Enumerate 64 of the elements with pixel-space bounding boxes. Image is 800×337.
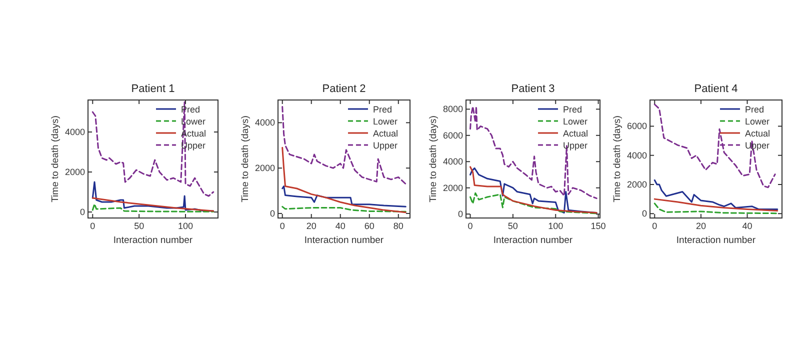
- x-tick-label: 20: [696, 221, 706, 231]
- line-series: [92, 101, 214, 197]
- x-tick-label: 150: [590, 221, 606, 231]
- line-series: [470, 106, 598, 200]
- legend-label: Actual: [745, 128, 770, 138]
- legend-label: Lower: [563, 116, 588, 126]
- x-axis-title: Interaction number: [493, 235, 573, 246]
- legend-label: Pred: [373, 104, 392, 114]
- y-tick-label: 0: [80, 207, 85, 217]
- line-series: [92, 203, 214, 212]
- line-series: [654, 104, 776, 188]
- x-tick-label: 0: [652, 221, 658, 231]
- y-tick-label: 4000: [64, 127, 85, 137]
- line-series: [282, 106, 406, 185]
- x-tick-label: 100: [178, 221, 194, 231]
- legend-label: Lower: [373, 116, 398, 126]
- legend-label: Actual: [563, 128, 588, 138]
- line-series: [654, 179, 778, 210]
- y-tick-label: 4000: [442, 156, 463, 167]
- x-tick-label: 40: [335, 221, 346, 231]
- y-tick-label: 0: [270, 208, 275, 218]
- y-tick-label: 6000: [626, 121, 647, 132]
- x-tick-label: 20: [306, 221, 316, 231]
- x-axis-title: Interaction number: [113, 235, 193, 246]
- legend-label: Upper: [373, 140, 398, 150]
- legend-label: Lower: [745, 116, 770, 126]
- legend-label: Pred: [745, 104, 764, 114]
- x-tick-label: 0: [90, 221, 96, 231]
- y-tick-label: 4000: [254, 118, 275, 128]
- y-tick-label: 4000: [626, 150, 647, 160]
- y-axis-title: Time to death (days): [428, 116, 439, 202]
- x-tick-label: 0: [468, 221, 473, 231]
- legend-label: Pred: [563, 104, 582, 114]
- y-tick-label: 2000: [254, 163, 275, 174]
- chart-title: Patient 3: [511, 83, 555, 95]
- legend-label: Actual: [373, 128, 398, 138]
- x-tick-label: 50: [508, 221, 518, 231]
- y-axis-title: Time to death (days): [612, 116, 623, 202]
- x-tick-label: 60: [364, 221, 374, 231]
- y-tick-label: 0: [458, 209, 463, 220]
- x-tick-label: 100: [548, 221, 564, 231]
- chart-title: Patient 1: [131, 83, 175, 95]
- y-tick-label: 2000: [442, 182, 463, 193]
- chart-title: Patient 2: [322, 83, 366, 95]
- x-tick-label: 40: [742, 221, 752, 231]
- line-series: [654, 202, 778, 214]
- legend-label: Upper: [563, 140, 588, 150]
- chart-title: Patient 4: [694, 83, 738, 95]
- y-tick-label: 6000: [442, 130, 463, 140]
- y-axis-title: Time to death (days): [240, 116, 251, 202]
- line-series: [654, 198, 778, 212]
- y-tick-label: 8000: [442, 104, 463, 114]
- line-series: [92, 197, 214, 212]
- line-series: [470, 192, 598, 214]
- x-tick-label: 50: [134, 221, 144, 231]
- x-axis-title: Interaction number: [304, 235, 384, 246]
- y-tick-label: 2000: [626, 179, 647, 190]
- y-tick-label: 2000: [64, 167, 85, 177]
- line-series: [282, 185, 406, 208]
- y-tick-label: 0: [642, 208, 647, 219]
- x-tick-label: 80: [393, 221, 404, 231]
- x-axis-title: Interaction number: [676, 235, 756, 246]
- y-axis-title: Time to death (days): [50, 116, 61, 202]
- x-tick-label: 0: [280, 221, 285, 231]
